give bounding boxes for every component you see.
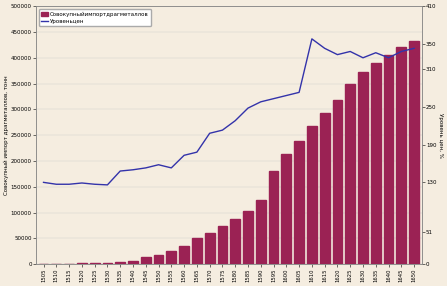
Y-axis label: Совокупный импорт драгметаллов, тонн: Совокупный импорт драгметаллов, тонн [4,75,9,195]
Legend: Совокупныйимпортдрагметаллов, Уровеньцен: Совокупныйимпортдрагметаллов, Уровеньцен [38,9,151,26]
Bar [179,246,189,264]
Bar [282,154,291,264]
Bar [205,233,215,264]
Bar [371,63,381,264]
Bar [307,126,317,264]
Bar [141,257,151,264]
Bar [409,41,419,264]
Bar [243,210,253,264]
Bar [64,263,74,264]
Bar [230,219,240,264]
Bar [77,263,87,264]
Bar [154,255,164,264]
Bar [115,262,125,264]
Bar [396,47,406,264]
Bar [333,100,342,264]
Bar [102,263,112,264]
Bar [294,141,304,264]
Bar [128,261,138,264]
Bar [269,171,278,264]
Bar [218,227,227,264]
Bar [256,200,266,264]
Bar [90,263,100,264]
Bar [346,84,355,264]
Bar [358,72,368,264]
Bar [320,113,329,264]
Bar [192,238,202,264]
Y-axis label: Уровень цен, %: Уровень цен, % [438,113,443,158]
Bar [384,55,393,264]
Bar [166,251,176,264]
